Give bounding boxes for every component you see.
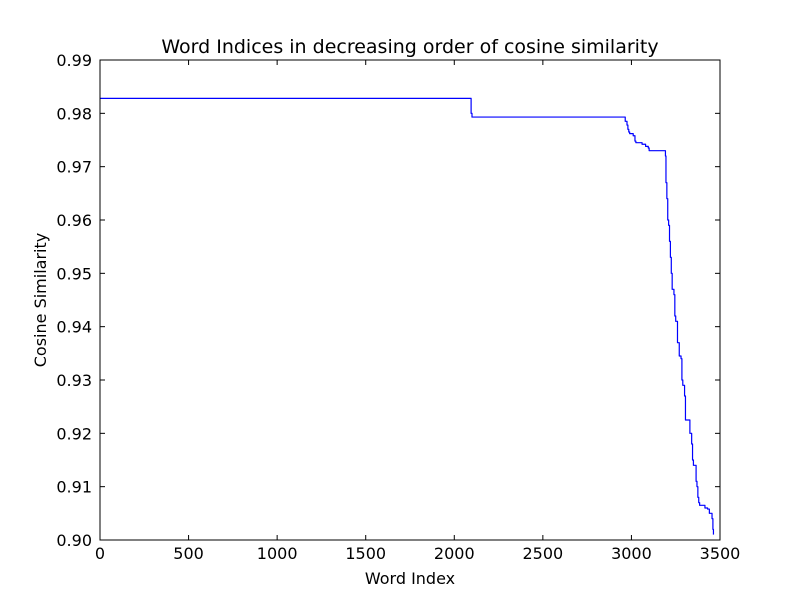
y-tick-label: 0.99 xyxy=(56,51,92,70)
ticks-layer: 0 500 1000 1500 2000 2500 3000 3500 0.90 0.91 0.92… xyxy=(56,51,740,563)
series-line xyxy=(100,97,715,535)
x-tick-label: 0 xyxy=(95,544,105,563)
x-tick-label: 2000 xyxy=(434,544,475,563)
y-tick-label: 0.93 xyxy=(56,371,92,390)
y-tick-label: 0.95 xyxy=(56,264,92,283)
y-tick-label: 0.91 xyxy=(56,478,92,497)
series-layer xyxy=(100,97,715,535)
x-tick-label: 3500 xyxy=(700,544,741,563)
plot-background xyxy=(100,60,720,540)
y-tick-label: 0.90 xyxy=(56,531,92,550)
y-tick-label: 0.98 xyxy=(56,104,92,123)
plot-area xyxy=(100,60,720,540)
y-tick-label: 0.97 xyxy=(56,158,92,177)
x-tick-label: 2500 xyxy=(522,544,563,563)
y-tick-label: 0.94 xyxy=(56,318,92,337)
x-tick-label: 1500 xyxy=(345,544,386,563)
y-tick-label: 0.92 xyxy=(56,424,92,443)
x-axis-title: Word Index xyxy=(365,569,455,588)
x-tick-label: 3000 xyxy=(611,544,652,563)
plot-frame xyxy=(99,59,721,541)
x-tick-label: 1000 xyxy=(257,544,298,563)
x-tick-label: 500 xyxy=(173,544,204,563)
chart-title: Word Indices in decreasing order of cosi… xyxy=(161,36,658,58)
y-tick-label: 0.96 xyxy=(56,211,92,230)
y-axis-title: Cosine Similarity xyxy=(31,233,50,367)
